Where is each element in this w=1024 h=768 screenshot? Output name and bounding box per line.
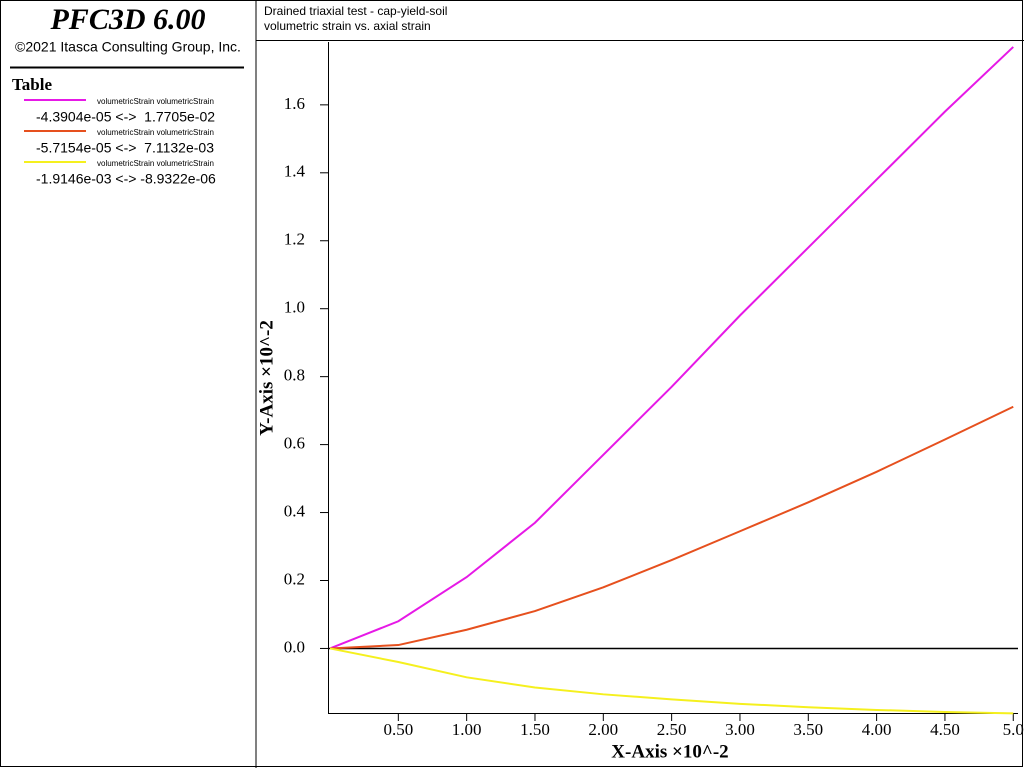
- y-tick-label: 1.0: [284, 298, 305, 317]
- series-line: [329, 46, 1014, 650]
- legend-range: -5.7154e-05 <-> 7.1132e-03: [36, 140, 214, 156]
- x-axis-label: X-Axis ×10^-2: [611, 741, 728, 762]
- x-tick-label: 1.00: [452, 720, 482, 739]
- legend-name: volumetricStrain volumetricStrain: [97, 97, 214, 106]
- y-tick-label: 1.6: [284, 94, 305, 113]
- x-tick-label: 3.00: [725, 720, 755, 739]
- y-tick-label: 0.6: [284, 434, 305, 453]
- y-tick-label: 1.2: [284, 230, 305, 249]
- legend-name: volumetricStrain volumetricStrain: [97, 159, 214, 168]
- x-tick-label: 2.50: [657, 720, 687, 739]
- chart-title: Drained triaxial test - cap-yield-soil: [264, 4, 447, 18]
- y-tick-label: 0.2: [284, 569, 305, 588]
- x-tick-label: 0.50: [383, 720, 413, 739]
- y-tick-label: 0.0: [284, 637, 305, 656]
- table-title: Table: [12, 75, 52, 94]
- x-tick-label: 4.50: [930, 720, 960, 739]
- x-tick-label: 5.0: [1003, 720, 1024, 739]
- y-tick-label: 0.4: [284, 501, 306, 520]
- legend-range: -4.3904e-05 <-> 1.7705e-02: [36, 109, 215, 125]
- y-axis-label: Y-Axis ×10^-2: [256, 320, 277, 436]
- chart-subtitle: volumetric strain vs. axial strain: [264, 19, 431, 33]
- x-tick-label: 4.00: [862, 720, 892, 739]
- x-tick-label: 3.50: [793, 720, 823, 739]
- x-tick-label: 2.00: [588, 720, 618, 739]
- copyright: ©2021 Itasca Consulting Group, Inc.: [15, 39, 241, 55]
- product-title: PFC3D 6.00: [49, 3, 205, 36]
- y-tick-label: 1.4: [284, 162, 306, 181]
- series-line: [329, 647, 1014, 715]
- x-tick-label: 1.50: [520, 720, 550, 739]
- legend-name: volumetricStrain volumetricStrain: [97, 128, 214, 137]
- series-line: [329, 405, 1014, 650]
- legend-range: -1.9146e-03 <-> -8.9322e-06: [36, 171, 216, 187]
- y-tick-label: 0.8: [284, 366, 305, 385]
